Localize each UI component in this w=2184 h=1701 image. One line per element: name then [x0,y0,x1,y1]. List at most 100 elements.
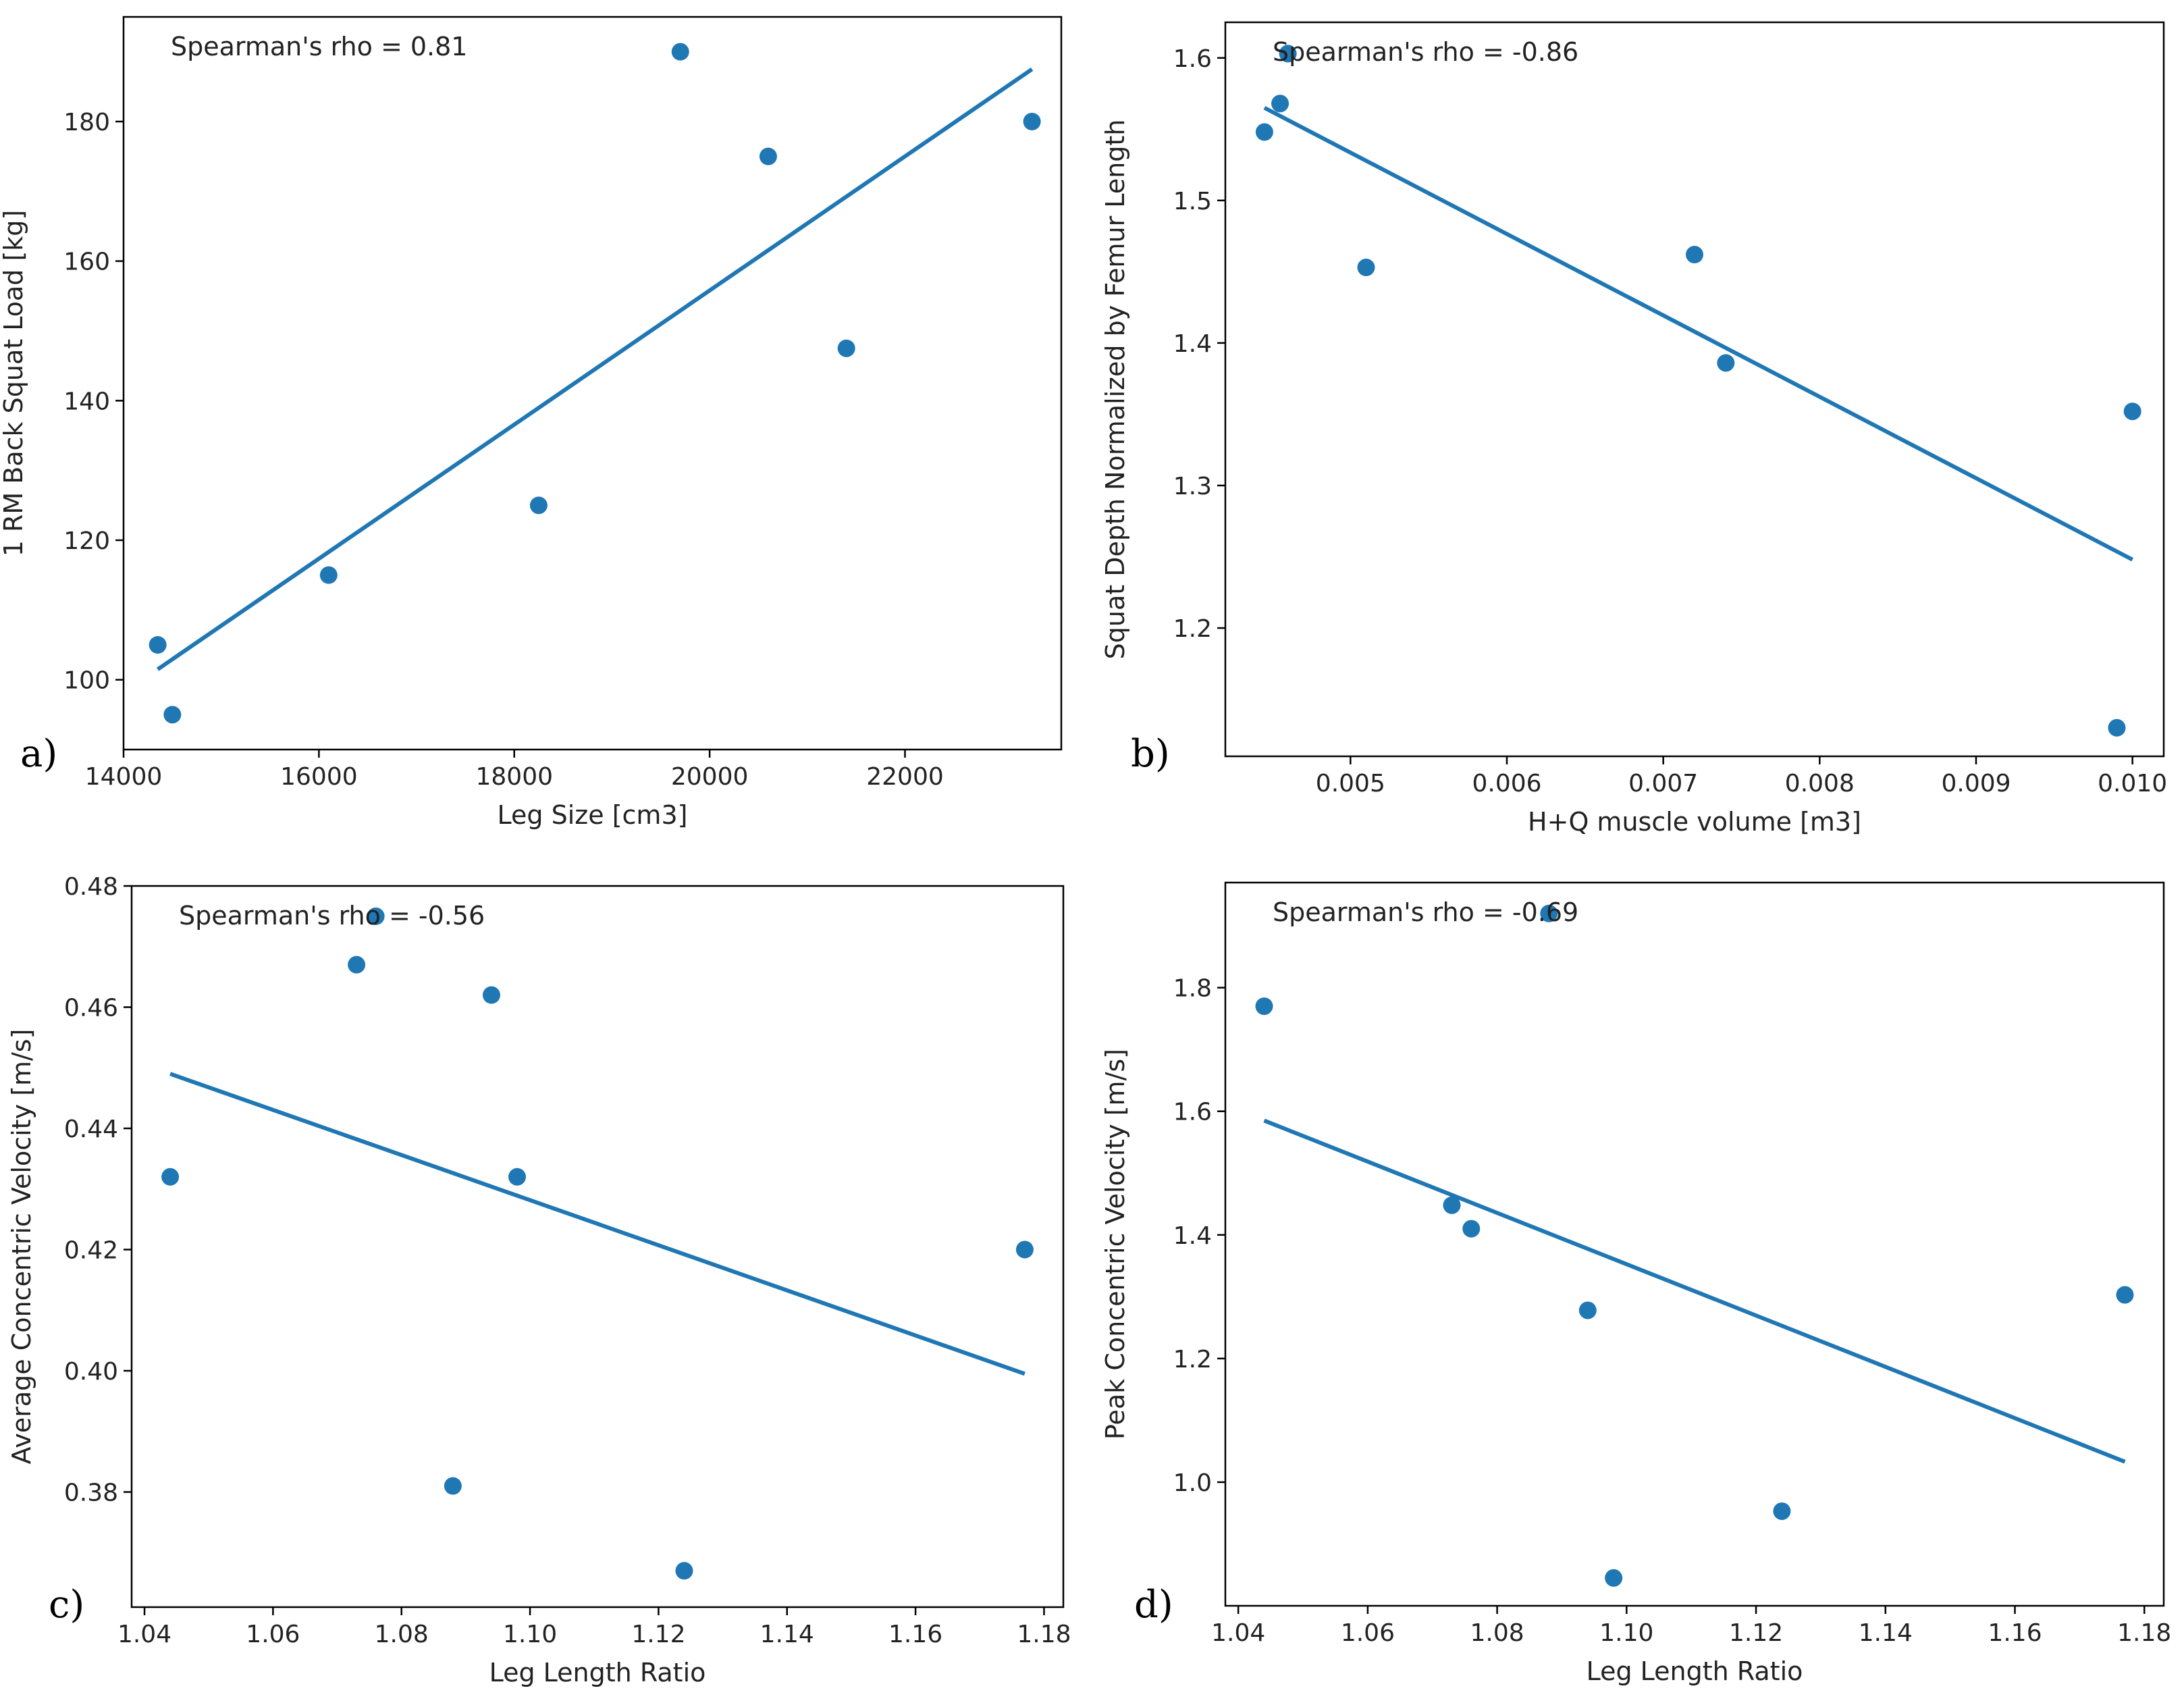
spearman-annotation: Spearman's rho = -0.56 [179,901,485,931]
x-tick-label: 1.10 [503,1621,557,1648]
y-tick-label: 1.5 [1173,188,1212,215]
y-tick-label: 120 [63,527,110,555]
y-tick-label: 100 [63,667,110,695]
y-tick-label: 0.48 [64,873,118,901]
y-tick-label: 0.38 [64,1479,118,1507]
y-tick-label: 1.6 [1173,1099,1212,1126]
y-tick-label: 0.46 [64,994,118,1022]
x-tick-label: 1.12 [631,1621,685,1648]
x-axis-label: Leg Length Ratio [489,1658,706,1687]
spearman-annotation: Spearman's rho = -0.86 [1273,37,1578,67]
x-tick-label: 1.14 [760,1621,814,1648]
y-tick-label: 1.4 [1173,1222,1212,1250]
data-point [1578,1301,1597,1319]
x-tick-label: 1.14 [1859,1619,1913,1647]
y-tick-label: 0.42 [64,1236,118,1264]
regression-line [1263,1118,2126,1464]
panel-d: 1.04 1.06 1.08 1.10 1.12 1.14 1.16 1.18 1.0 1.2 1.… [1100,881,2171,1686]
x-tick-label: 1.16 [1988,1619,2042,1647]
x-tick-label: 22000 [866,763,944,791]
plot-frame [1224,881,2165,1607]
data-point [1773,1502,1791,1520]
y-tick-label: 140 [63,388,110,415]
data-point [1023,113,1041,130]
y-axis-label: Peak Concentric Velocity [m/s] [1100,1049,1130,1440]
data-point [319,566,338,584]
y-tick-label: 1.8 [1173,975,1212,1003]
y-axis-label: Squat Depth Normalized by Femur Length [1100,120,1130,660]
data-point [1279,45,1297,63]
data-point [1015,1240,1034,1259]
data-point [1271,95,1289,113]
x-tick-label: 1.18 [2117,1619,2171,1647]
x-tick-label: 14000 [85,763,163,791]
x-tick-label: 1.10 [1599,1619,1653,1647]
data-point [149,636,167,654]
y-tick-label: 1.3 [1173,473,1212,500]
data-point [444,1477,462,1495]
x-tick-label: 1.06 [1341,1619,1395,1647]
data-point [671,43,689,61]
y-axis-label: Average Concentric Velocity [m/s] [7,1029,36,1465]
y-tick-label: 0.40 [64,1358,118,1386]
x-tick-label: 1.04 [117,1621,171,1648]
y-tick-label: 1.2 [1173,1346,1212,1373]
x-tick-label: 1.18 [1017,1621,1071,1648]
data-point [2116,1286,2134,1304]
data-point [1686,246,1703,264]
x-axis-label: Leg Length Ratio [1587,1656,1803,1686]
panel-b: 0.005 0.006 0.007 0.008 0.009 0.010 1.2 1.3 1.4 1… [1100,21,2167,837]
x-tick-label: 0.010 [2098,770,2167,797]
plot-frame [122,16,1063,751]
x-tick-label: 0.007 [1628,770,1698,797]
data-point [675,1562,693,1580]
plot-frame [130,885,1065,1608]
plot-frame [1224,21,2165,758]
panel-label: c) [49,1583,84,1627]
data-point [2108,718,2126,737]
panel-label: b) [1131,732,1170,776]
data-point [1605,1569,1623,1587]
y-tick-label: 1.0 [1173,1469,1212,1497]
panel-a: 14000 16000 18000 20000 22000 100 120 140 160 180… [0,16,1063,830]
y-axis-label: 1 RM Back Squat Load [kg] [0,210,28,556]
y-tick-label: 0.44 [64,1116,118,1143]
x-axis-label: Leg Size [cm3] [498,800,688,830]
panel-label: a) [20,732,57,776]
data-point [2123,402,2141,421]
data-point [482,986,500,1004]
data-point [1540,904,1558,922]
data-point [759,147,777,165]
x-tick-label: 0.005 [1316,770,1385,797]
data-point [1443,1196,1461,1214]
y-tick-label: 180 [63,109,110,136]
x-tick-label: 1.08 [1470,1619,1524,1647]
panel-c: 1.04 1.06 1.08 1.10 1.12 1.14 1.16 1.18 0.38 0.40… [7,873,1071,1687]
y-tick-label: 1.6 [1173,45,1212,73]
regression-line [156,68,1034,671]
spearman-annotation: Spearman's rho = 0.81 [171,32,467,61]
y-tick-label: 1.4 [1173,330,1212,358]
x-tick-label: 0.008 [1785,770,1855,797]
data-point [1462,1220,1481,1238]
y-tick-label: 160 [63,248,110,276]
data-point [1717,354,1735,372]
data-point [1255,123,1273,141]
x-tick-label: 1.12 [1729,1619,1783,1647]
x-axis-label: H+Q muscle volume [m3] [1528,807,1861,837]
data-point [367,907,385,925]
x-tick-label: 1.06 [246,1621,300,1648]
data-point [161,1168,180,1186]
x-tick-label: 20000 [671,763,749,791]
data-point [163,706,182,724]
panel-label: d) [1134,1583,1173,1627]
regression-line [169,1072,1026,1376]
x-tick-label: 18000 [475,763,553,791]
data-point [508,1168,527,1186]
data-point [1357,259,1375,277]
regression-line [1263,105,2134,562]
x-tick-label: 0.006 [1472,770,1541,797]
data-point [529,496,548,515]
x-tick-label: 1.16 [888,1621,942,1648]
